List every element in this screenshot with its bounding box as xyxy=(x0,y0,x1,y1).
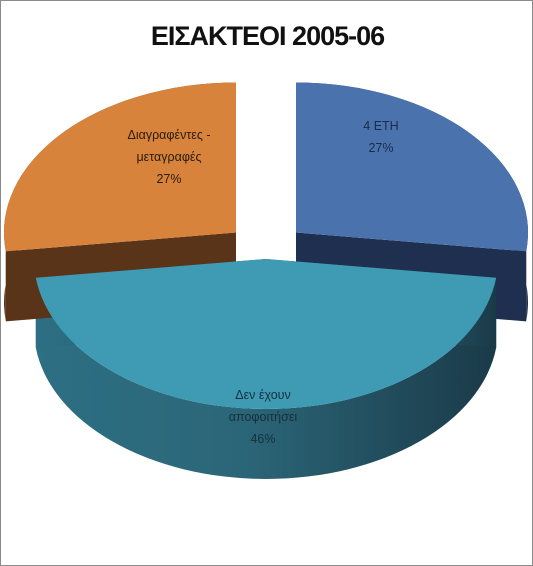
pie-slice-side xyxy=(35,277,497,479)
chart-title: ΕΙΣΑΚΤΕΟΙ 2005-06 xyxy=(150,21,385,51)
slice-category-label: αποφοιτήσει xyxy=(229,410,298,424)
pie-slice xyxy=(35,259,497,409)
slice-value-label: 27% xyxy=(156,172,181,186)
slice-category-label: Δεν έχουν xyxy=(235,388,290,402)
slice-category-label: 4 ΕΤΗ xyxy=(363,119,398,133)
slice-category-label: Διαγραφέντες - xyxy=(127,128,210,142)
slice-category-label: μεταγραφές xyxy=(136,150,201,164)
pie-slice xyxy=(3,82,236,252)
pie-slice xyxy=(296,82,529,252)
slice-value-label: 46% xyxy=(250,432,275,446)
slice-value-label: 27% xyxy=(368,141,393,155)
